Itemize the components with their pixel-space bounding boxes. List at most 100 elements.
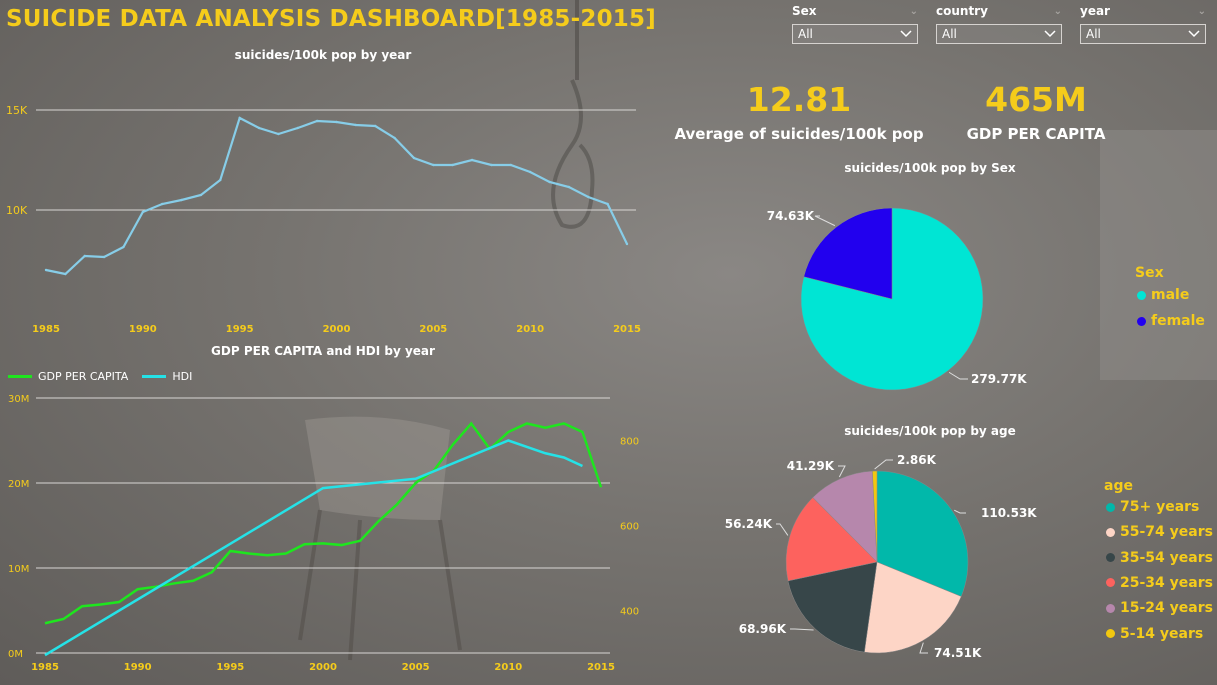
y-tick-label-right: 600 (620, 522, 639, 533)
data-point (238, 116, 241, 120)
y-tick-label-left: 30M (8, 394, 29, 405)
legend-label-female: female (1151, 313, 1205, 329)
dashboard-title: SUICIDE DATA ANALYSIS DASHBOARD[1985-201… (6, 6, 656, 32)
legend-label: 75+ years (1120, 499, 1200, 515)
y-tick-label-left: 0M (8, 649, 23, 660)
data-label: 74.51K (934, 646, 982, 660)
chevron-down-icon (1188, 30, 1200, 38)
data-point (335, 120, 338, 124)
pie-slice-25-34-years (785, 497, 878, 582)
legend-label-hdi: HDI (172, 370, 193, 383)
data-point (257, 126, 261, 130)
data-point (567, 185, 571, 189)
data-point (83, 254, 86, 258)
data-point (587, 195, 590, 199)
legend-dot (1106, 629, 1115, 638)
pie-slice-55-74-years (864, 561, 962, 654)
x-tick-label: 1985 (31, 662, 59, 673)
x-tick-label: 2015 (613, 324, 641, 335)
data-point (102, 255, 106, 259)
legend-item-age[interactable]: 15-24 years (1106, 600, 1213, 616)
data-point (625, 242, 629, 246)
slicer-country-label: country (936, 4, 988, 18)
chevron-down-icon: ⌄ (909, 5, 918, 17)
y-tick-label: 15K (6, 104, 28, 117)
legend-item-male[interactable]: male (1137, 287, 1189, 303)
leader-line (874, 459, 893, 470)
x-tick-label: 2000 (323, 324, 351, 335)
legend-label-male: male (1151, 287, 1190, 303)
chevron-down-icon: ⌄ (1197, 5, 1206, 17)
legend-title-age: age (1104, 478, 1133, 494)
data-label: 2.86K (897, 453, 937, 467)
x-tick-label: 2005 (402, 662, 430, 673)
y-tick-label-left: 10M (8, 564, 29, 575)
legend-item-age[interactable]: 5-14 years (1106, 626, 1203, 642)
data-point (470, 158, 474, 162)
legend-label: 15-24 years (1120, 600, 1213, 617)
x-tick-label: 1995 (216, 662, 244, 673)
y-tick-label-right: 800 (620, 437, 639, 448)
series-line-gdp (44, 421, 603, 625)
leader-line (790, 628, 814, 631)
data-label: 68.96K (739, 622, 787, 636)
sex-dropdown[interactable]: All (792, 24, 918, 44)
legend-title-sex: Sex (1135, 265, 1164, 281)
slicer-country: country ⌄ All (936, 4, 1062, 44)
data-point (528, 170, 532, 174)
pie-slice-female (803, 207, 893, 300)
y-tick-label-right: 400 (620, 607, 639, 618)
line-chart-suicides-by-year: 10K 15K 1985 1990 1995 2000 2005 2010 2015 (6, 104, 641, 335)
data-point (44, 268, 48, 272)
series-line-suicides (45, 116, 628, 276)
data-point (548, 180, 551, 184)
leader-line (776, 523, 789, 536)
data-point (296, 126, 299, 130)
legend-label: 55-74 years (1120, 524, 1213, 541)
legend-label: 25-34 years (1120, 574, 1213, 591)
chevron-down-icon (900, 30, 912, 38)
slicer-year: year ⌄ All (1080, 4, 1206, 44)
data-point (354, 123, 358, 127)
legend-dot (1106, 502, 1115, 512)
x-tick-label: 1995 (226, 324, 254, 335)
pie-slice-35-54-years (787, 561, 878, 653)
data-label: 41.29K (787, 459, 835, 473)
legend-item-age[interactable]: 75+ years (1106, 499, 1199, 515)
sex-dropdown-value: All (798, 27, 813, 41)
line-legend: GDP PER CAPITA HDI (8, 370, 192, 383)
pie-chart-by-sex: 279.77K 74.63K (767, 207, 1027, 391)
leader-line (919, 642, 928, 654)
pie-slice-75-years (876, 470, 969, 597)
x-tick-label: 1985 (32, 324, 60, 335)
legend-dot (1106, 553, 1115, 563)
series-line-hdi (44, 439, 583, 657)
data-label: 56.24K (725, 517, 773, 531)
slicer-sex: Sex ⌄ All (792, 4, 918, 44)
kpi-gdp-label: GDP PER CAPITA (966, 125, 1106, 143)
data-point (161, 202, 164, 206)
data-point (374, 124, 377, 128)
data-label: 74.63K (767, 209, 815, 223)
data-point (315, 119, 319, 123)
data-point (451, 163, 454, 167)
data-point (509, 163, 512, 167)
year-dropdown[interactable]: All (1080, 24, 1206, 44)
country-dropdown[interactable]: All (936, 24, 1062, 44)
legend-item-age[interactable]: 55-74 years (1106, 524, 1213, 540)
legend-item-age[interactable]: 35-54 years (1106, 550, 1213, 566)
x-tick-label: 2010 (516, 324, 544, 335)
chevron-down-icon: ⌄ (1053, 5, 1062, 17)
country-dropdown-value: All (942, 27, 957, 41)
legend-item-female[interactable]: female (1137, 313, 1205, 329)
x-tick-label: 2000 (309, 662, 337, 673)
leader-line (838, 465, 846, 478)
chart-title-by-age: suicides/100k pop by age (844, 424, 1016, 438)
year-dropdown-value: All (1086, 27, 1101, 41)
legend-item-age[interactable]: 25-34 years (1106, 575, 1213, 591)
data-point (412, 156, 416, 160)
x-tick-label: 2010 (494, 662, 522, 673)
legend-label: 35-54 years (1120, 549, 1213, 566)
pie-slice-5-14-years (872, 470, 878, 563)
legend-dot (1106, 603, 1115, 613)
